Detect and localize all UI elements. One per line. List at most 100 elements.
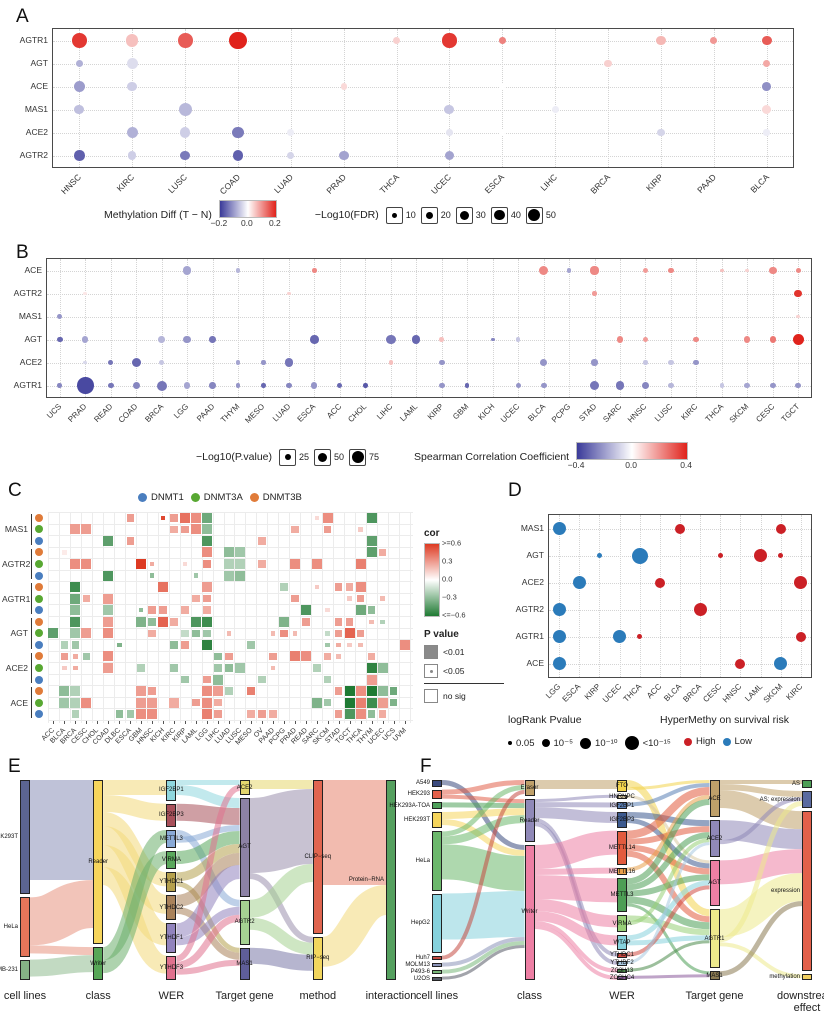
heatmap-cell xyxy=(181,641,189,649)
logrank-legend-items: 0.05 10⁻⁵ 10⁻¹⁰ <10⁻¹⁵ xyxy=(508,736,671,750)
heatmap-cell xyxy=(203,675,211,684)
heatmap-cell xyxy=(366,663,377,673)
sankey-node-hepg2 xyxy=(432,893,442,953)
heatmap-cell xyxy=(182,561,188,567)
panel-b-label: B xyxy=(16,242,29,263)
x-tick xyxy=(108,721,110,724)
heatmap-cell xyxy=(169,697,180,708)
heatmap-cell xyxy=(60,641,69,649)
sankey-link xyxy=(719,942,803,979)
sankey-link xyxy=(103,795,167,821)
x-tick xyxy=(53,721,55,724)
sankey-link xyxy=(626,780,710,790)
sankey-link xyxy=(534,867,618,875)
data-bubble xyxy=(439,337,445,342)
heatmap-cell xyxy=(203,560,211,568)
heatmap-cell xyxy=(292,631,298,636)
sankey-link xyxy=(626,935,710,946)
gene-group-label: AGTR2 xyxy=(2,559,31,569)
heatmap-cell xyxy=(323,652,332,661)
heatmap-cell xyxy=(323,675,332,684)
sankey-link xyxy=(249,917,314,955)
sankey-link xyxy=(626,787,710,839)
cancer-axis-label: KIRP xyxy=(643,172,665,194)
sankey-column-title: WER xyxy=(609,990,635,1002)
sankey-link xyxy=(29,955,94,977)
sankey-node-virma xyxy=(166,851,177,870)
heatmap-cell xyxy=(325,642,330,648)
data-bubble xyxy=(675,523,685,534)
x-tick xyxy=(371,721,373,724)
sankey-node-agt xyxy=(239,798,250,897)
panel-b-legend: −Log10(P.value) 25 50 75 Spearman Correlat… xyxy=(196,442,692,472)
heatmap-cell xyxy=(149,561,155,567)
dnmt-row-dot xyxy=(35,640,43,649)
x-tick xyxy=(316,721,318,724)
hypermethy-legend-items: High Low xyxy=(684,736,752,747)
pvalue-label: no sig xyxy=(443,691,466,701)
gene-group-bracket xyxy=(31,548,32,580)
data-bubble xyxy=(444,104,455,115)
heatmap-cell xyxy=(170,641,178,649)
risk-label: Low xyxy=(734,736,752,747)
data-bubble xyxy=(668,359,674,366)
heatmap-cell xyxy=(399,639,410,650)
data-bubble xyxy=(126,126,138,138)
fdr-size-value: 50 xyxy=(545,210,556,220)
data-bubble xyxy=(761,35,772,46)
data-bubble xyxy=(183,382,191,389)
heatmap-cell xyxy=(191,616,202,627)
x-tick xyxy=(239,721,241,724)
pvalue-glyph xyxy=(424,664,438,678)
logrank-label: 0.05 xyxy=(516,737,535,749)
sankey-node-mettl3 xyxy=(617,878,627,913)
hypermethy-legend-title: HyperMethy on survival risk xyxy=(660,714,789,726)
data-bubble xyxy=(132,381,140,390)
pvalue-legend-item: <0.01 xyxy=(424,645,504,659)
sankey-link xyxy=(534,910,618,946)
dnmt-row-dot xyxy=(35,536,43,545)
logrank-legend-item: <10⁻¹⁵ xyxy=(624,736,671,750)
sankey-column-title: WER xyxy=(158,990,185,1002)
data-bubble xyxy=(235,383,241,388)
heatmap-cell xyxy=(358,642,363,648)
x-tick xyxy=(305,721,307,724)
data-bubble xyxy=(668,267,674,274)
data-bubble xyxy=(539,265,549,276)
methylation-diff-colorbar: −0.2 0.0 0.2 xyxy=(210,200,281,230)
sankey-link xyxy=(534,830,618,869)
heatmap-cell xyxy=(73,654,78,659)
data-bubble xyxy=(744,336,751,343)
heatmap-cell xyxy=(355,559,366,569)
data-bubble xyxy=(127,81,138,92)
colorbar-tick-label: −0.4 xyxy=(567,460,585,470)
sankey-node-igf2bp3 xyxy=(617,811,627,828)
data-bubble xyxy=(499,83,506,90)
data-bubble xyxy=(745,268,750,273)
heatmap-cell xyxy=(234,570,245,581)
fdr-size-legend-title: −Log10(FDR) xyxy=(314,209,379,221)
gene-axis-label: AGTR2 xyxy=(515,603,544,614)
risk-legend-item: High xyxy=(684,736,716,747)
gene-group-bracket xyxy=(31,514,32,545)
x-tick xyxy=(119,721,121,724)
x-tick xyxy=(272,721,274,724)
data-bubble xyxy=(75,59,84,68)
dnmt-row-dot xyxy=(35,698,43,707)
sankey-link xyxy=(249,873,314,943)
data-bubble xyxy=(337,382,343,389)
logrank-dot xyxy=(580,737,592,749)
sankey-node-ythdf1 xyxy=(166,923,177,953)
data-bubble xyxy=(131,357,141,368)
dnmt-legend-label: DNMT3B xyxy=(262,492,302,503)
data-bubble xyxy=(552,522,566,535)
fdr-size-glyph xyxy=(420,206,438,224)
x-tick xyxy=(75,721,77,724)
data-bubble xyxy=(444,150,455,161)
gene-group-label: MAS1 xyxy=(4,524,28,535)
x-tick xyxy=(261,721,263,724)
sankey-node-u2os xyxy=(432,976,442,981)
heatmap-cell xyxy=(269,710,277,718)
sankey-link xyxy=(626,842,710,964)
gene-axis-label: ACE xyxy=(526,657,544,668)
